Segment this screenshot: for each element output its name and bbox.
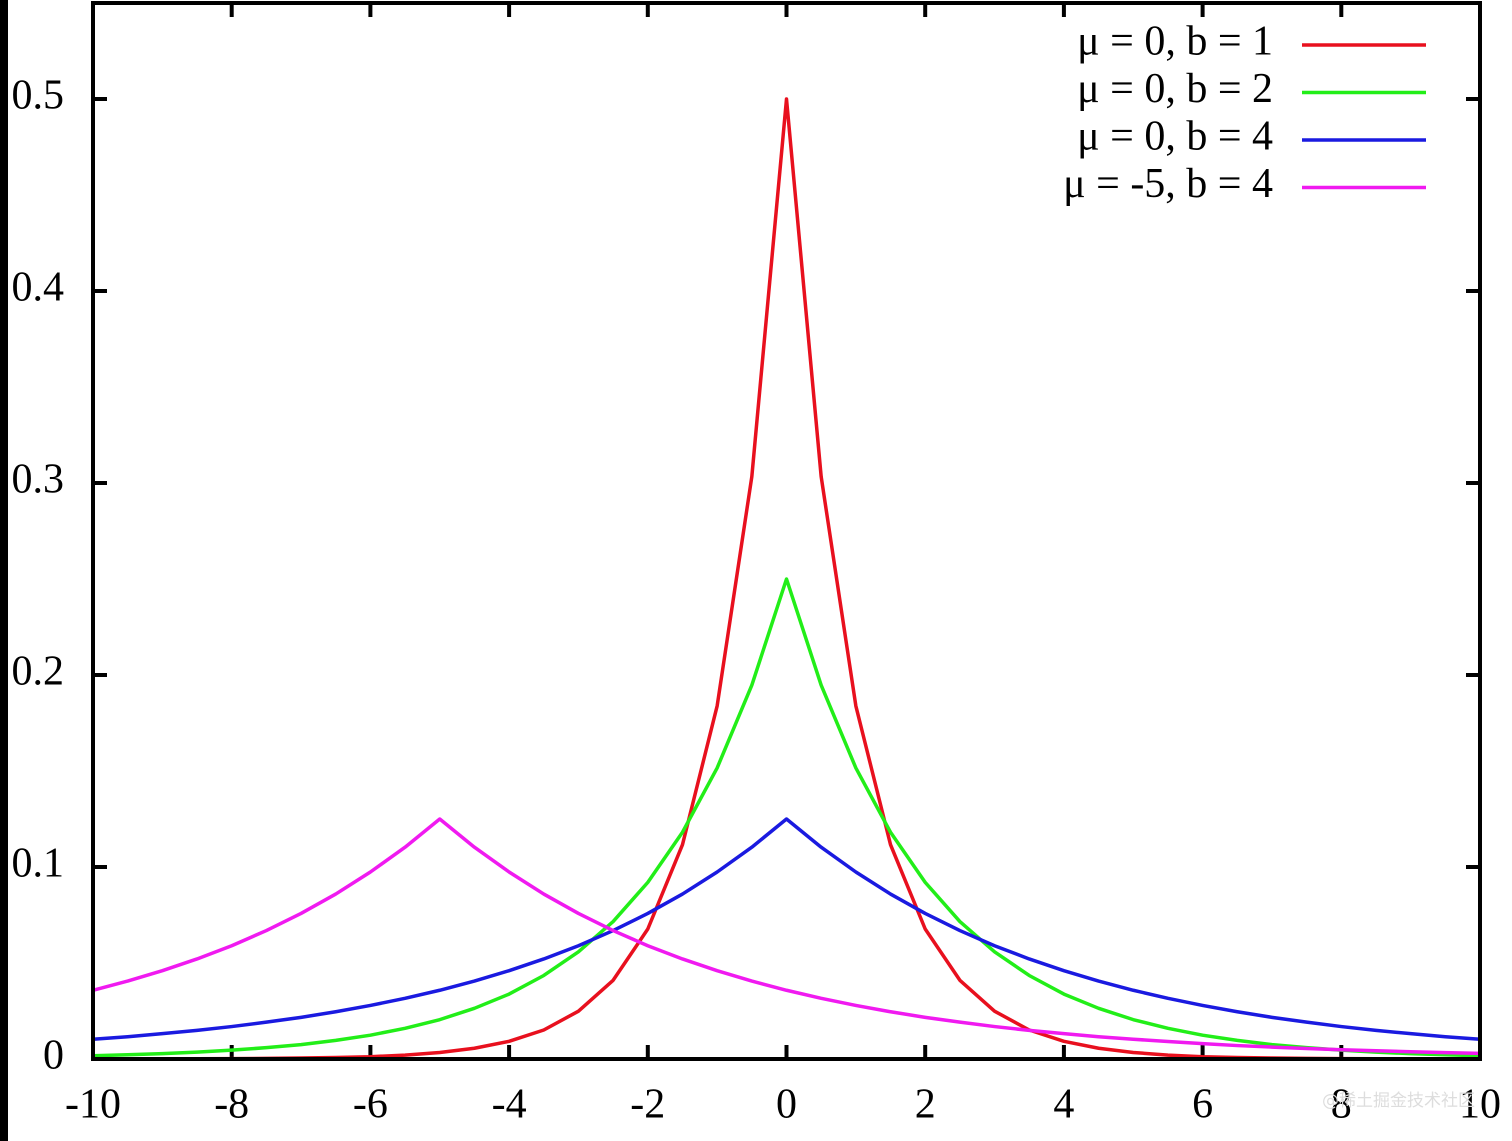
plot-frame — [91, 1, 1482, 1061]
x-tick-label: 6 — [1192, 1082, 1213, 1128]
x-tick-label: 2 — [915, 1082, 936, 1128]
x-tick-label: -10 — [65, 1082, 121, 1128]
line — [92, 817, 1481, 1041]
x-tick-label: 4 — [1053, 1082, 1074, 1128]
legend-label: μ = -5, b = 4 — [1063, 161, 1273, 207]
x-tick-label: -8 — [214, 1082, 249, 1128]
x-tick-label: -6 — [353, 1082, 388, 1128]
y-tick-label: 0 — [43, 1033, 64, 1079]
x-tick-label: 10 — [1459, 1082, 1501, 1128]
line — [92, 817, 1481, 1056]
y-tick-label: 0.3 — [12, 457, 65, 503]
x-tick-label: 8 — [1331, 1082, 1352, 1128]
y-tick-label: 0.2 — [12, 649, 65, 695]
watermark: @稀土掘金技术社区 — [1322, 1091, 1475, 1111]
legend-label: μ = 0, b = 1 — [1077, 19, 1273, 65]
y-tick-label: 0.1 — [12, 841, 65, 887]
line — [92, 577, 1481, 1058]
legend-label: μ = 0, b = 2 — [1077, 66, 1273, 112]
x-tick-label: -2 — [630, 1082, 665, 1128]
x-tick-label: -4 — [492, 1082, 527, 1128]
left-border — [0, 0, 8, 1141]
legend-label: μ = 0, b = 4 — [1077, 114, 1273, 160]
y-tick-label: 0.5 — [12, 73, 65, 119]
x-tick-label: 0 — [776, 1082, 797, 1128]
y-tick-label: 0.4 — [12, 265, 65, 311]
